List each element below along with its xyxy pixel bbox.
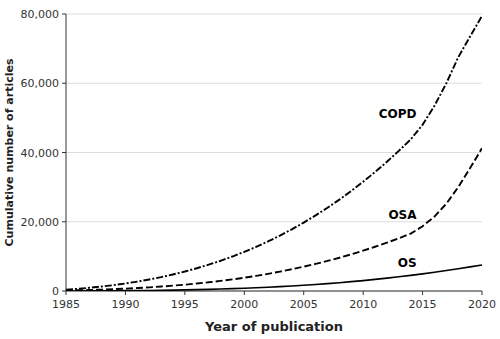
x-tick: [66, 291, 67, 295]
chart: 0 20,000 40,000 60,000 80,000 1985 1990 1995 200…: [0, 0, 500, 339]
x-tick-label: 1985: [52, 298, 80, 311]
y-tick-label: 0: [52, 285, 59, 298]
x-tick-label: 1995: [171, 298, 199, 311]
y-tick-label: 60,000: [21, 77, 60, 90]
y-axis: [66, 14, 67, 291]
grid-line: [66, 14, 482, 15]
grid-line: [66, 83, 482, 84]
x-tick: [125, 291, 126, 295]
x-tick: [303, 291, 304, 295]
y-tick: [62, 14, 66, 15]
series-label: OS: [398, 256, 417, 270]
y-tick: [62, 221, 66, 222]
x-tick-label: 2020: [468, 298, 496, 311]
x-tick: [422, 291, 423, 295]
series-line: [66, 265, 482, 291]
y-tick-label: 20,000: [21, 216, 60, 229]
x-tick-label: 2000: [230, 298, 258, 311]
series-label: COPD: [379, 107, 417, 121]
y-tick: [62, 152, 66, 153]
grid-line: [66, 221, 482, 222]
series-line: [66, 148, 482, 290]
series-line: [66, 16, 482, 290]
grid-line: [66, 152, 482, 153]
x-tick: [363, 291, 364, 295]
x-tick-label: 2005: [290, 298, 318, 311]
x-tick: [482, 291, 483, 295]
y-tick-label: 40,000: [21, 147, 60, 160]
chart-container: 0 20,000 40,000 60,000 80,000 1985 1990 1995 200…: [0, 0, 500, 339]
series-label: OSA: [388, 208, 417, 222]
x-tick-label: 1990: [111, 298, 139, 311]
y-tick: [62, 83, 66, 84]
y-tick-label: 80,000: [21, 8, 60, 21]
line-labels: COPD OSA OS: [379, 107, 417, 270]
y-axis-label: Cumulative number of articles: [3, 58, 16, 246]
x-axis-label: Year of publication: [204, 319, 343, 334]
x-tick-label: 2015: [409, 298, 437, 311]
y-tick: [62, 291, 66, 292]
plot-area: [66, 16, 482, 291]
x-tick: [244, 291, 245, 295]
x-tick-label: 2010: [349, 298, 377, 311]
x-tick: [184, 291, 185, 295]
